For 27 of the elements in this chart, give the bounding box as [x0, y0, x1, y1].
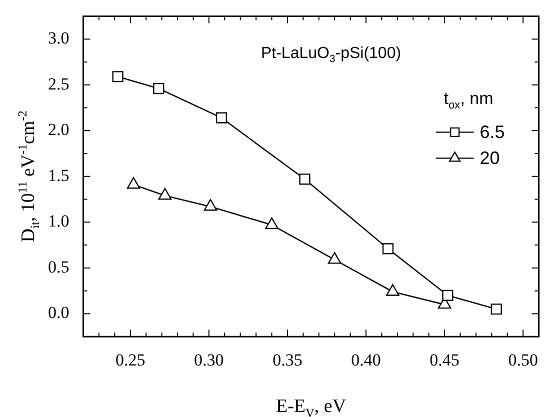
y-tick-label: 3.0	[48, 28, 70, 48]
point	[216, 112, 228, 124]
y-tick-label: 0.5	[48, 257, 70, 276]
point	[204, 199, 218, 211]
x-tick-label: 0.25	[116, 350, 146, 370]
y-tick-label: 1.0	[48, 212, 70, 231]
point	[299, 174, 310, 185]
x-tick-label: 0.40	[351, 350, 381, 370]
point	[328, 252, 342, 264]
point	[153, 82, 164, 94]
point	[112, 71, 124, 82]
y-tick-label: 0.0	[48, 303, 70, 322]
x-tick-label: 0.50	[508, 350, 538, 370]
y-tick-label: 1.5	[48, 166, 70, 185]
point	[382, 243, 394, 254]
legend-label: 20	[480, 148, 500, 168]
point	[265, 217, 278, 230]
x-tick-label: 0.35	[272, 350, 302, 370]
y-axis-title: Dit, 1011 eV-1cm-2	[15, 110, 42, 242]
y-tick-label: 2.5	[48, 74, 70, 94]
point	[386, 284, 400, 296]
x-tick-label: 0.30	[194, 350, 224, 370]
point	[126, 177, 140, 189]
y-tick-label: 2.0	[48, 120, 70, 140]
x-tick-label: 0.45	[430, 350, 460, 370]
legend-label: 6.5	[480, 122, 505, 142]
point	[158, 188, 172, 200]
